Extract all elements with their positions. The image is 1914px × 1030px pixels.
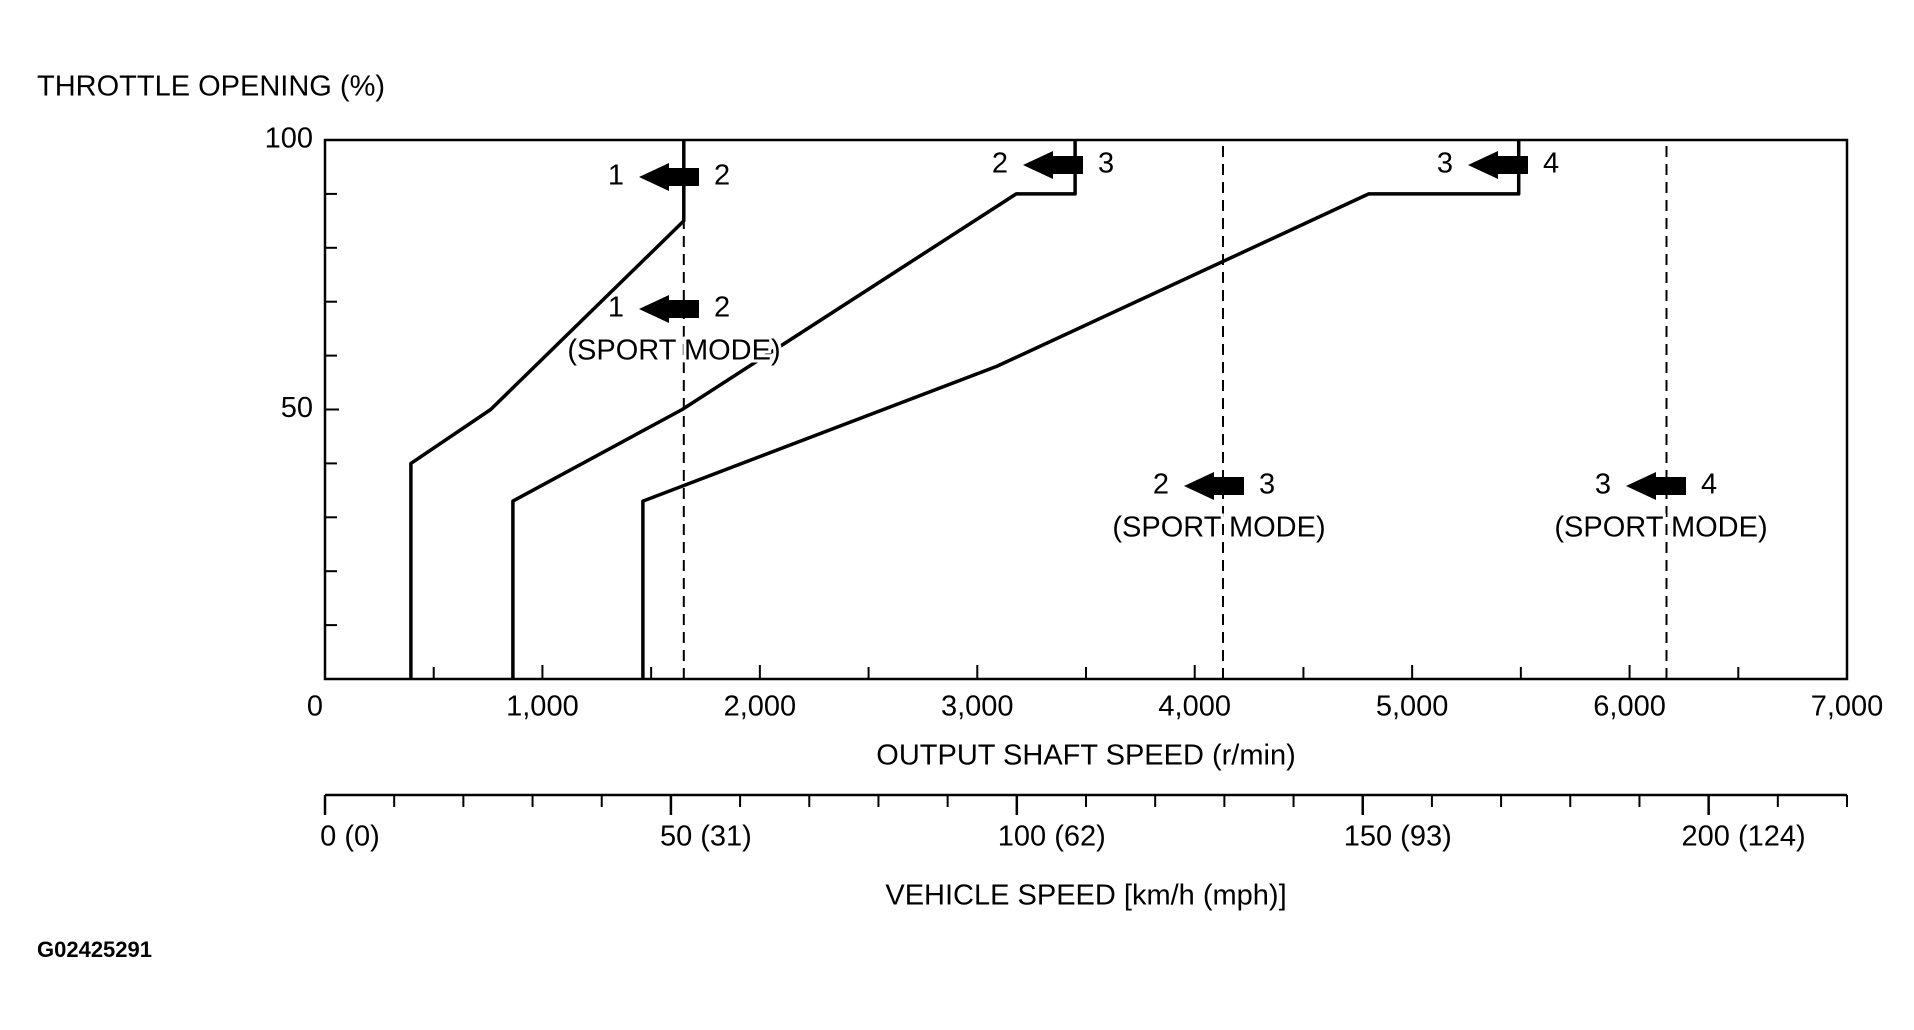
- shift-from: 3: [1595, 469, 1611, 501]
- shift-to: 3: [1098, 148, 1114, 180]
- shift-arrow: [1626, 472, 1686, 500]
- x2-axis-title: VEHICLE SPEED [km/h (mph)]: [885, 880, 1286, 912]
- x-axis-title: OUTPUT SHAFT SPEED (r/min): [876, 740, 1295, 772]
- shift-from: 2: [1153, 469, 1169, 501]
- shift-to: 2: [714, 292, 730, 324]
- y-axis-title: THROTTLE OPENING (%): [37, 71, 385, 103]
- shift-arrow: [1184, 472, 1244, 500]
- shift-from: 1: [608, 160, 624, 192]
- shift-to: 2: [714, 160, 730, 192]
- x-tick-label: 3,000: [941, 691, 1014, 723]
- x-tick-label: 6,000: [1593, 691, 1666, 723]
- shift-line: [641, 140, 1521, 679]
- x-tick-label: 5,000: [1376, 691, 1449, 723]
- x2-tick-label: 0 (0): [320, 821, 380, 853]
- mode-label: (SPORT MODE): [1554, 512, 1767, 544]
- shift-arrow: [1023, 151, 1083, 179]
- mode-label: (SPORT MODE): [567, 335, 780, 367]
- x2-tick-label: 150 (93): [1344, 821, 1452, 853]
- y-tick-label: 50: [281, 392, 313, 424]
- x-tick-label: 0: [307, 691, 323, 723]
- shift-from: 3: [1437, 148, 1453, 180]
- x-tick-label: 2,000: [724, 691, 797, 723]
- shift-to: 4: [1701, 469, 1717, 501]
- shift-from: 1: [608, 292, 624, 324]
- shift-line: [511, 140, 1077, 679]
- shift-arrow: [639, 163, 699, 191]
- y-tick-label: 100: [265, 123, 313, 155]
- x2-tick-label: 100 (62): [998, 821, 1106, 853]
- x2-tick-label: 200 (124): [1682, 821, 1806, 853]
- shift-line: [409, 140, 686, 679]
- shift-arrow: [639, 295, 699, 323]
- x-tick-label: 1,000: [506, 691, 579, 723]
- mode-label: (SPORT MODE): [1112, 512, 1325, 544]
- figure-code: G02425291: [37, 937, 152, 962]
- shift-arrow: [1468, 151, 1528, 179]
- shift-from: 2: [992, 148, 1008, 180]
- x2-tick-label: 50 (31): [660, 821, 752, 853]
- shift-to: 3: [1259, 469, 1275, 501]
- plot-frame: [323, 138, 1849, 681]
- shift-to: 4: [1543, 148, 1559, 180]
- x-tick-label: 7,000: [1811, 691, 1884, 723]
- x-tick-label: 4,000: [1158, 691, 1231, 723]
